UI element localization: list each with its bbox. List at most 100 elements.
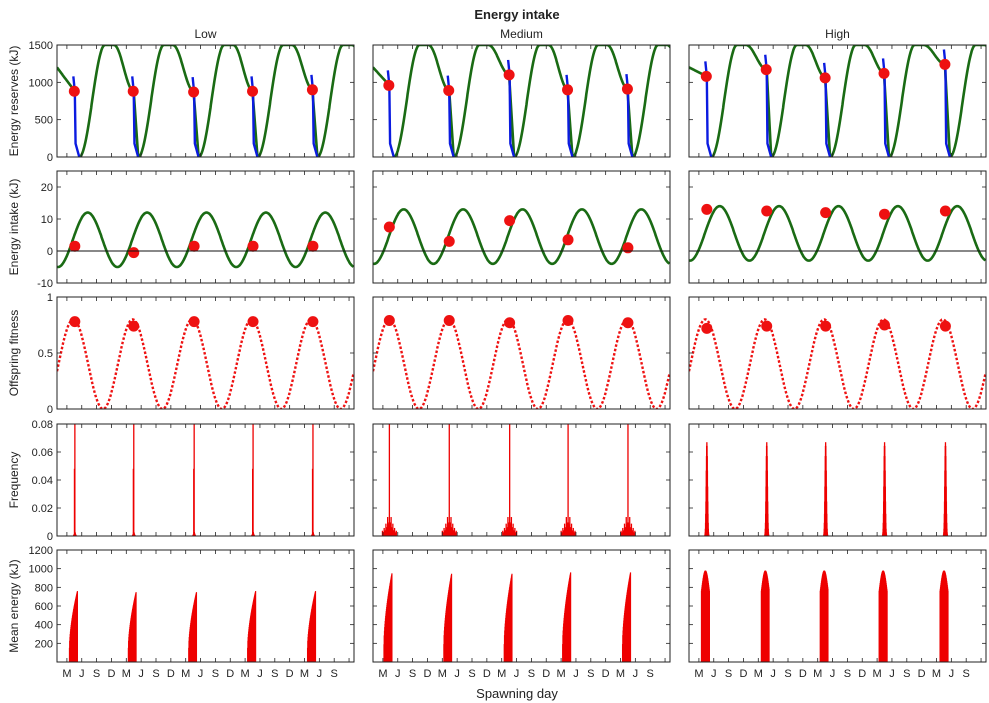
- y-tick-label: 400: [35, 620, 53, 632]
- y-axis-label: Frequency: [7, 452, 21, 509]
- spawn-marker: [878, 67, 890, 79]
- frequency-bar: [634, 530, 636, 536]
- y-axis-label: Energy intake (kJ): [7, 179, 21, 276]
- fitness-curve: [689, 318, 986, 409]
- y-tick-label: 20: [41, 182, 53, 194]
- x-tick-label: M: [754, 668, 763, 680]
- x-tick-label: S: [844, 668, 851, 680]
- frequency-bar: [946, 534, 948, 536]
- spawn-marker: [69, 316, 81, 328]
- frequency-bar: [885, 532, 887, 536]
- y-tick-label: 0.02: [32, 503, 53, 515]
- y-tick-label: 0.5: [38, 348, 53, 360]
- x-tick-label: J: [395, 668, 401, 680]
- x-tick-label: M: [241, 668, 250, 680]
- panel-frame: [688, 170, 987, 284]
- frequency-bar: [629, 517, 631, 536]
- spawning-drop: [310, 74, 319, 157]
- spawn-marker: [879, 208, 891, 220]
- x-tick-label: J: [79, 668, 85, 680]
- y-axis-label: Offspring fitness: [7, 310, 21, 396]
- panel: 00.51: [38, 292, 355, 416]
- spawning-drop: [565, 74, 574, 157]
- x-tick-label: S: [587, 668, 594, 680]
- frequency-bar: [193, 424, 195, 536]
- frequency-bar: [512, 523, 514, 536]
- x-tick-label: S: [903, 668, 910, 680]
- plot-area: [373, 208, 670, 266]
- plot-area: [689, 318, 986, 409]
- spawn-marker: [188, 316, 200, 328]
- reserves-curve: [79, 45, 354, 157]
- spawn-marker: [383, 315, 395, 327]
- row-labels: Energy reserves (kJ) Energy intake (kJ) Of…: [7, 46, 21, 653]
- spawn-marker: [443, 235, 455, 247]
- spawn-marker: [188, 86, 200, 98]
- mean-energy-bar: [768, 588, 770, 662]
- x-tick-label: S: [212, 668, 219, 680]
- x-tick-label: J: [257, 668, 263, 680]
- plot-area: [57, 211, 354, 269]
- spawning-drop: [131, 76, 140, 157]
- mean-energy-bar: [391, 573, 393, 662]
- panel: 0 0.02 0.04 0.06 0.08: [32, 419, 355, 543]
- spawn-marker: [939, 320, 951, 332]
- mean-energy-bar: [254, 591, 257, 662]
- mean-energy-bar: [450, 573, 453, 662]
- spawn-marker: [383, 221, 395, 233]
- fitness-curve: [373, 318, 670, 409]
- spawning-drop: [72, 76, 81, 157]
- spawn-marker: [820, 320, 832, 332]
- spawn-marker: [504, 317, 516, 329]
- frequency-bar: [707, 532, 710, 536]
- spawn-marker: [188, 240, 200, 252]
- y-axis-label: Energy reserves (kJ): [7, 46, 21, 157]
- mean-energy-bar: [827, 588, 829, 662]
- spawn-marker: [247, 240, 259, 252]
- spawn-marker: [443, 85, 455, 97]
- x-tick-label: D: [542, 668, 550, 680]
- panel: [372, 423, 671, 537]
- x-tick-label: J: [770, 668, 776, 680]
- x-tick-label: M: [378, 668, 387, 680]
- spawn-marker: [69, 240, 81, 252]
- spawn-marker: [128, 247, 140, 259]
- y-tick-label: 0: [47, 246, 53, 258]
- x-tick-label: D: [167, 668, 175, 680]
- panel-frame: [372, 170, 671, 284]
- frequency-bar: [630, 523, 633, 536]
- frequency-bar: [450, 517, 452, 536]
- panel-frame: [372, 549, 671, 663]
- panel: -10 0 10 20: [37, 170, 355, 290]
- x-tick-label: D: [226, 668, 234, 680]
- spawn-marker: [128, 320, 140, 332]
- x-tick-label: D: [483, 668, 491, 680]
- plot-area: [704, 442, 949, 536]
- frequency-bar: [395, 530, 397, 536]
- spawn-marker: [701, 322, 713, 334]
- x-tick-label: S: [528, 668, 535, 680]
- x-tick-label: S: [963, 668, 970, 680]
- frequency-bar: [946, 532, 948, 536]
- y-tick-label: 1: [47, 292, 53, 304]
- panel-frame: [56, 170, 355, 284]
- panel: 0 500 1000 1500: [29, 40, 355, 164]
- frequency-bar: [767, 534, 770, 536]
- spawn-marker: [622, 317, 634, 329]
- x-tick-label: J: [633, 668, 639, 680]
- panel-frame: [688, 423, 987, 537]
- plot-area: [57, 45, 354, 157]
- plot-area: [373, 45, 670, 157]
- frequency-bar: [252, 424, 254, 536]
- spawn-marker: [306, 84, 318, 96]
- frequency-bar: [312, 424, 314, 536]
- x-tick-label: M: [438, 668, 447, 680]
- plot-area: [381, 424, 636, 536]
- x-tick-label: D: [107, 668, 115, 680]
- x-tick-label: J: [949, 668, 955, 680]
- plot-area: [57, 316, 354, 409]
- spawn-marker: [503, 69, 515, 81]
- spawn-marker: [622, 242, 634, 254]
